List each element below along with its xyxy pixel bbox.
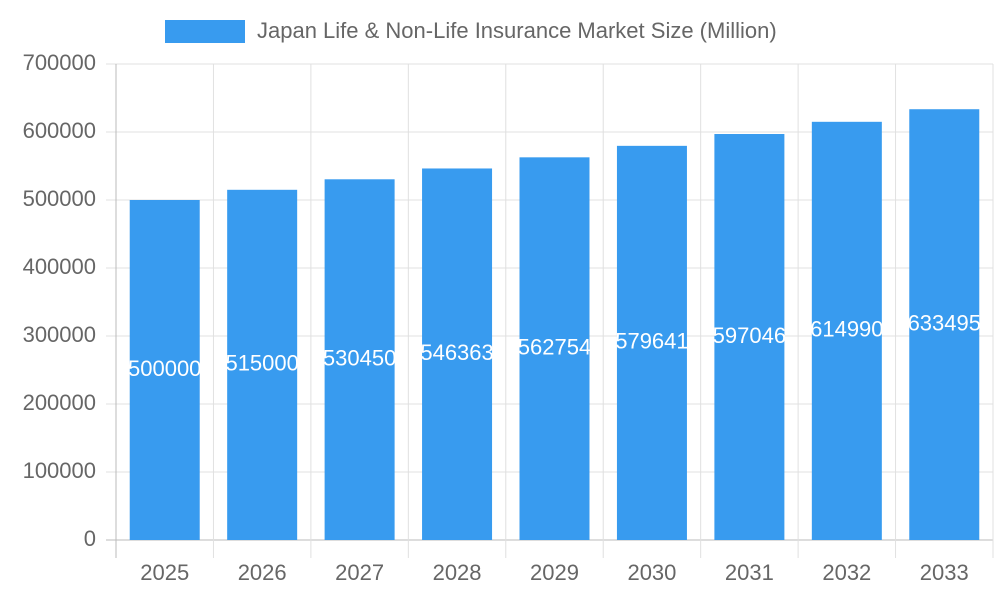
bar [227, 189, 298, 541]
data-label: 546363 [420, 340, 493, 365]
bar [422, 168, 493, 541]
data-label: 530450 [323, 345, 396, 370]
bar [909, 109, 980, 541]
data-label: 579641 [615, 329, 688, 354]
legend-swatch [165, 20, 245, 43]
data-label: 500000 [128, 356, 201, 381]
x-tick-label: 2027 [335, 560, 384, 585]
y-tick-label: 300000 [23, 322, 96, 347]
bar [129, 200, 200, 540]
bar [324, 179, 395, 540]
x-tick-label: 2026 [238, 560, 287, 585]
y-tick-label: 200000 [23, 390, 96, 415]
data-label: 515000 [225, 351, 298, 376]
bar [811, 121, 882, 541]
x-tick-label: 2032 [822, 560, 871, 585]
x-tick-label: 2030 [627, 560, 676, 585]
x-tick-label: 2025 [140, 560, 189, 585]
y-tick-label: 600000 [23, 118, 96, 143]
y-tick-label: 700000 [23, 50, 96, 75]
x-tick-label: 2033 [920, 560, 969, 585]
legend-label: Japan Life & Non-Life Insurance Market S… [257, 18, 777, 43]
y-tick-label: 500000 [23, 186, 96, 211]
bar [714, 134, 785, 540]
x-tick-label: 2028 [433, 560, 482, 585]
data-label: 562754 [518, 334, 591, 359]
data-label: 614990 [810, 317, 883, 342]
y-tick-label: 0 [84, 526, 96, 551]
bar [519, 157, 590, 541]
bar [616, 145, 687, 540]
data-label: 597046 [713, 323, 786, 348]
x-tick-label: 2031 [725, 560, 774, 585]
data-label: 633495 [908, 310, 981, 335]
y-tick-label: 400000 [23, 254, 96, 279]
y-tick-label: 100000 [23, 458, 96, 483]
x-tick-label: 2029 [530, 560, 579, 585]
